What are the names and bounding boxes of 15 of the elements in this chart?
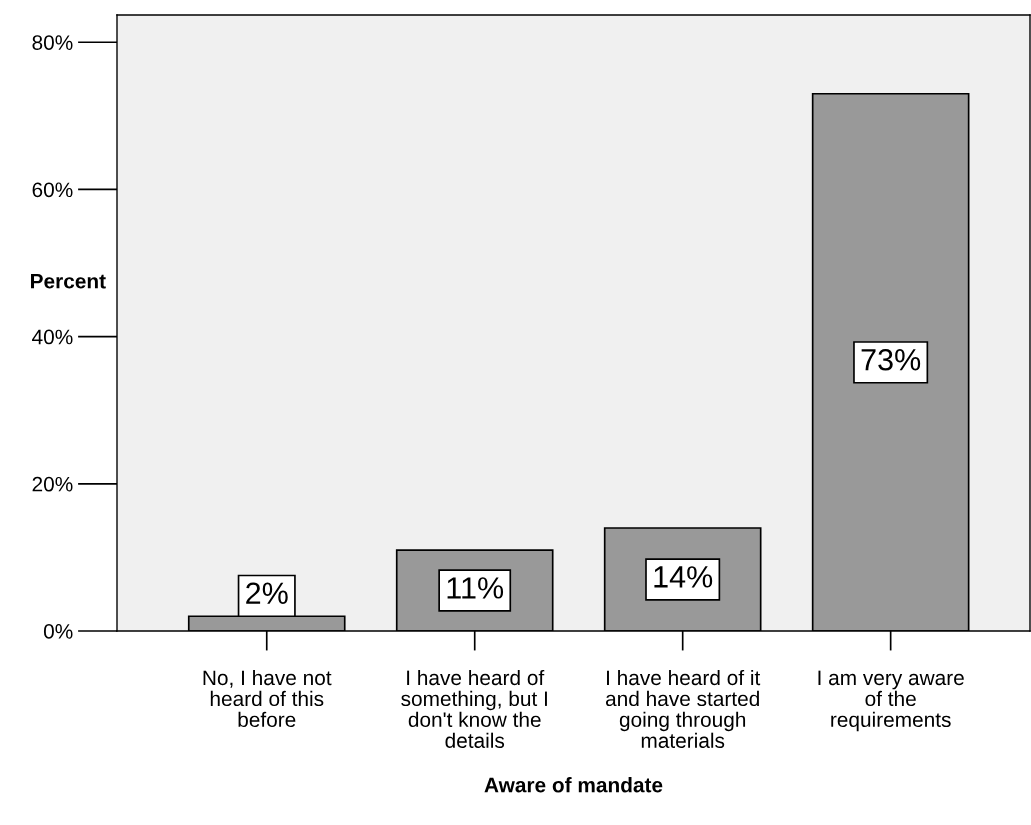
x-axis-title: Aware of mandate: [484, 777, 663, 793]
x-tick-label: I have heard of something, but I don't know the details: [401, 669, 547, 748]
y-tick-label: 20%: [32, 476, 73, 492]
y-axis-title: Percent: [31, 274, 106, 289]
y-tick-label: 60%: [32, 182, 73, 198]
data-label: 2%: [246, 582, 288, 604]
x-tick-label: I have heard of it and have started going through materials: [605, 669, 761, 748]
data-label: 14%: [654, 566, 713, 588]
x-tick-label: I am very aware of the requirements: [818, 670, 964, 732]
data-label: 11%: [447, 577, 504, 599]
y-tick-label: 80%: [32, 35, 73, 50]
y-tick-label: 40%: [32, 329, 73, 345]
data-label: 73%: [861, 348, 921, 371]
x-tick-label: No, I have not heard of this before: [203, 669, 332, 728]
y-tick-label: 0%: [43, 624, 73, 639]
